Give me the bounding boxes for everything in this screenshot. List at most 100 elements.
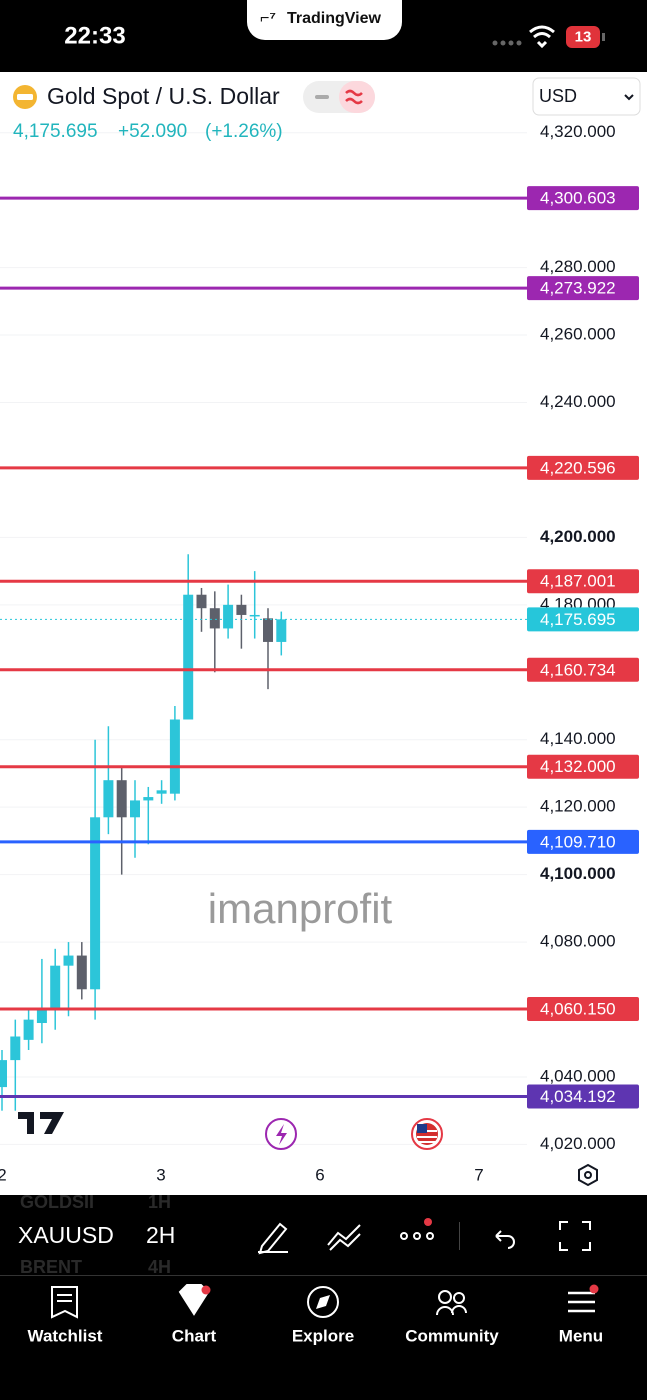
candle-body: [36, 1009, 47, 1024]
community-head: [438, 1290, 452, 1304]
x-tick-label: 7: [474, 1165, 483, 1184]
y-tick-label: 4,020.000: [540, 1134, 616, 1153]
y-tick-label: 4,120.000: [540, 797, 616, 816]
battery-level: 13: [575, 28, 592, 45]
x-tick-label: 3: [156, 1165, 165, 1184]
candle-body: [196, 594, 207, 609]
price-tag-label: 4,034.192: [540, 1087, 616, 1106]
y-tick-label: 4,200.000: [540, 527, 616, 546]
price-tag: [527, 829, 639, 854]
candle-body: [103, 780, 114, 818]
candle-body: [169, 719, 180, 794]
price-tag-label: 4,109.710: [540, 832, 616, 851]
toolbar-interval[interactable]: 2H: [146, 1222, 175, 1248]
indicator-tool[interactable]: [327, 1224, 361, 1251]
community-head: [453, 1292, 465, 1304]
candle-body: [50, 965, 61, 1010]
watermark: imanprofit: [208, 885, 393, 932]
settings-icon[interactable]: [578, 1163, 598, 1187]
more-tools[interactable]: [400, 1232, 434, 1240]
currency: USD: [539, 86, 577, 106]
price-tag: [527, 997, 639, 1022]
delay-icon: [345, 89, 363, 105]
price-tag: [527, 657, 639, 682]
market-closed-icon: [315, 95, 329, 99]
settings-icon-center: [584, 1171, 592, 1179]
toolbar: [0, 1195, 647, 1275]
candle-body: [183, 594, 194, 720]
candle-body: [209, 608, 220, 629]
y-tick-label: 4,040.000: [540, 1066, 616, 1085]
candle-body: [249, 614, 260, 617]
candle-body: [23, 1019, 34, 1040]
price-tag: [527, 186, 639, 211]
tv-logo: [18, 1112, 64, 1134]
price-tag-label: 4,300.603: [540, 189, 616, 208]
explore-needle: [316, 1295, 330, 1309]
candle-body: [130, 800, 140, 818]
nav-item[interactable]: Chart: [172, 1326, 217, 1345]
toolbar-symbol[interactable]: XAUUSD: [18, 1222, 114, 1248]
battery: [566, 26, 600, 48]
nav-items: Watchlist Chart Explore Community Menu: [28, 1326, 604, 1345]
candle-body: [276, 619, 287, 642]
candle-body: [0, 1060, 7, 1088]
ghost-symbol: BRENT: [20, 1257, 82, 1277]
wifi: [529, 25, 555, 49]
candle-body: [10, 1036, 21, 1061]
fullscreen[interactable]: [559, 1221, 591, 1251]
candle-body: [223, 604, 234, 629]
y-tick-label: 4,320.000: [540, 122, 616, 141]
candle-body: [76, 955, 87, 990]
app-pill: [247, 0, 402, 40]
price-tag: [527, 455, 639, 480]
price-tag: [527, 276, 639, 301]
nav-item[interactable]: Watchlist: [28, 1326, 103, 1345]
y-tick-label: 4,280.000: [540, 257, 616, 276]
price-tag-label: 4,187.001: [540, 572, 616, 591]
last-price: 4,175.695: [13, 121, 98, 142]
price-tag-label: 4,220.596: [540, 458, 616, 477]
draw-tool[interactable]: [258, 1222, 288, 1255]
badge-dot: [589, 1284, 599, 1294]
signal: [492, 40, 522, 46]
currency-select[interactable]: [532, 77, 641, 116]
candle-body: [90, 817, 101, 990]
y-tick-label: 4,100.000: [540, 864, 616, 883]
battery-tip: [602, 33, 605, 41]
divider: [459, 1222, 460, 1250]
nav-item[interactable]: Community: [405, 1326, 499, 1345]
symbol-icon-bar: [17, 94, 33, 100]
watchlist-icon: [51, 1286, 78, 1319]
price-tag: [527, 1084, 639, 1109]
app-logo: ⌐⁷: [260, 10, 276, 27]
status-pill-alert[interactable]: [339, 81, 375, 113]
y-tick-label: 4,140.000: [540, 729, 616, 748]
undo[interactable]: [495, 1230, 515, 1249]
candle-body: [156, 790, 167, 794]
candle-body: [63, 955, 74, 966]
ghost-interval: 1H: [148, 1192, 171, 1212]
explore-icon: [307, 1286, 339, 1318]
price-tag-label: 4,132.000: [540, 757, 616, 776]
chart-area: [0, 72, 647, 1195]
price-tag-label: 4,160.734: [540, 660, 616, 679]
y-tick-label: 4,080.000: [540, 932, 616, 951]
candle-body: [143, 797, 154, 801]
event-bolt: [276, 1124, 287, 1145]
nav-divider: [0, 1275, 647, 1276]
symbol-name[interactable]: Gold Spot / U.S. Dollar: [47, 83, 280, 109]
nav-item[interactable]: Menu: [559, 1326, 603, 1345]
menu-icon: [568, 1291, 595, 1313]
price-tag-label: 4,060.150: [540, 999, 616, 1018]
price-tag-label: 4,273.922: [540, 279, 616, 298]
app-name: TradingView: [287, 10, 382, 27]
ghost-symbol: GOLDSII: [20, 1192, 94, 1212]
nav-item[interactable]: Explore: [292, 1326, 354, 1345]
y-tick-label: 4,240.000: [540, 392, 616, 411]
price-tag: [527, 607, 639, 632]
price-change: +52.090: [118, 121, 187, 142]
candle-body: [116, 780, 127, 818]
price-tag: [527, 569, 639, 594]
